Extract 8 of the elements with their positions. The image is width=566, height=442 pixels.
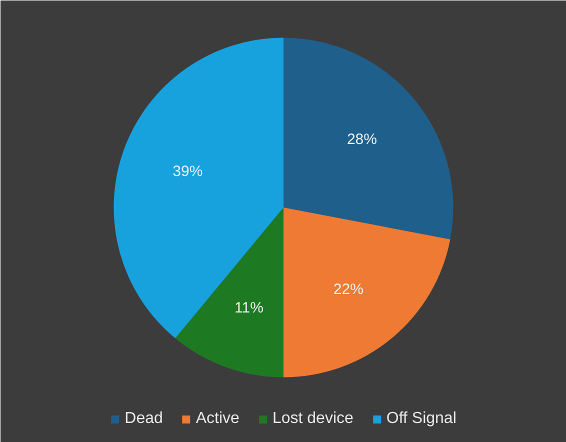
data-label: 28%	[346, 131, 377, 148]
data-label: 39%	[172, 162, 203, 180]
legend-label: Off Signal	[386, 410, 456, 428]
legend-label: Lost device	[272, 410, 354, 428]
legend-label: Dead	[124, 410, 163, 428]
data-label: 22%	[333, 281, 364, 298]
data-label: 11%	[234, 299, 264, 316]
legend-label: Active	[196, 410, 240, 428]
